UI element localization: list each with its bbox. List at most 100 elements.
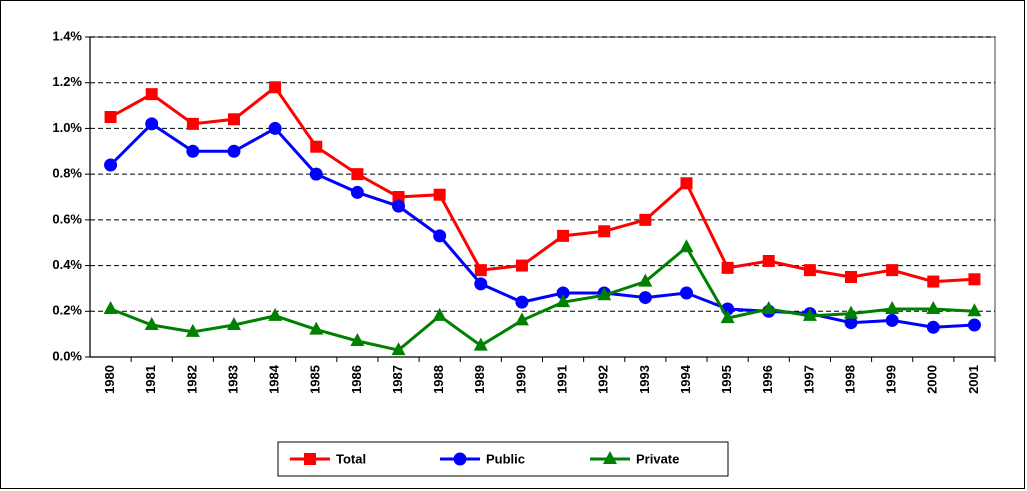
y-tick-label: 1.2% — [52, 74, 82, 89]
x-tick-label: 1999 — [884, 365, 899, 394]
marker — [886, 264, 899, 277]
marker — [598, 225, 611, 238]
marker — [350, 333, 365, 346]
marker — [392, 191, 405, 203]
marker — [885, 313, 899, 327]
x-tick-label: 1983 — [225, 365, 240, 394]
marker — [967, 318, 981, 332]
marker — [309, 167, 323, 181]
x-tick-label: 1989 — [472, 365, 487, 394]
x-tick-label: 1980 — [102, 365, 117, 394]
y-tick-label: 0.6% — [52, 211, 82, 226]
marker — [268, 307, 283, 321]
marker — [227, 113, 240, 126]
marker — [453, 452, 467, 466]
marker — [515, 259, 528, 272]
x-tick-label: 1988 — [431, 365, 446, 394]
marker — [720, 310, 735, 324]
marker — [556, 294, 571, 308]
marker — [433, 188, 446, 201]
marker — [515, 295, 529, 309]
marker — [761, 301, 776, 314]
marker — [310, 140, 323, 153]
y-tick-label: 0.8% — [52, 166, 82, 181]
marker — [639, 213, 652, 226]
marker — [392, 199, 406, 213]
legend-label: Total — [336, 451, 366, 466]
marker — [186, 144, 200, 158]
marker — [144, 317, 159, 330]
marker — [391, 342, 406, 356]
x-tick-label: 1987 — [390, 365, 405, 394]
marker — [514, 312, 529, 326]
x-tick-label: 1985 — [308, 365, 323, 394]
marker — [603, 451, 617, 464]
marker — [351, 168, 364, 181]
marker — [145, 88, 158, 101]
marker — [926, 301, 941, 314]
marker — [304, 453, 316, 465]
marker — [103, 301, 118, 314]
marker — [432, 307, 447, 321]
marker — [638, 291, 652, 305]
y-tick-label: 1.0% — [52, 120, 82, 135]
marker — [803, 264, 816, 277]
legend-label: Private — [636, 451, 679, 466]
marker — [104, 158, 118, 172]
marker — [268, 121, 282, 135]
marker — [680, 177, 693, 190]
marker — [679, 239, 694, 253]
y-tick-label: 0.4% — [52, 257, 82, 272]
marker — [226, 317, 241, 330]
marker — [309, 321, 324, 335]
marker — [885, 301, 900, 314]
plot-area — [89, 36, 996, 358]
marker — [186, 117, 199, 130]
line-private — [110, 244, 975, 352]
marker — [968, 273, 981, 286]
marker — [473, 337, 488, 351]
y-tick-label: 0.2% — [52, 303, 82, 318]
x-tick-label: 1992 — [596, 365, 611, 394]
marker — [844, 305, 859, 319]
marker — [721, 261, 734, 274]
marker — [269, 81, 282, 94]
marker — [926, 320, 940, 334]
x-tick-label: 1986 — [349, 365, 364, 394]
x-tick-label: 1982 — [184, 365, 199, 394]
marker — [474, 277, 488, 291]
marker — [679, 286, 693, 300]
x-tick-label: 1996 — [760, 365, 775, 394]
marker — [104, 111, 117, 123]
marker — [638, 273, 653, 287]
line-public — [109, 121, 975, 329]
legend-box — [277, 441, 729, 477]
x-tick-label: 1981 — [143, 365, 158, 394]
marker — [762, 255, 775, 267]
x-tick-label: 2000 — [925, 365, 940, 394]
marker — [557, 229, 570, 242]
marker — [802, 307, 817, 321]
x-tick-label: 1997 — [801, 365, 816, 394]
marker — [227, 144, 241, 158]
x-tick-label: 1998 — [842, 365, 857, 394]
x-tick-label: 1990 — [513, 365, 528, 394]
marker — [844, 316, 858, 330]
x-tick-label: 2001 — [966, 365, 981, 394]
x-tick-label: 1991 — [555, 365, 570, 394]
line-total — [109, 85, 975, 284]
x-tick-label: 1993 — [637, 365, 652, 394]
marker — [474, 264, 487, 277]
legend-label: Public — [486, 451, 525, 466]
marker — [185, 323, 200, 337]
marker — [845, 271, 858, 283]
marker — [145, 117, 159, 131]
marker — [433, 229, 447, 243]
x-tick-label: 1994 — [678, 364, 693, 394]
marker — [597, 287, 612, 301]
y-tick-label: 0.0% — [52, 348, 82, 363]
marker — [556, 286, 570, 300]
x-tick-label: 1984 — [267, 364, 282, 394]
x-tick-label: 1995 — [719, 365, 734, 394]
